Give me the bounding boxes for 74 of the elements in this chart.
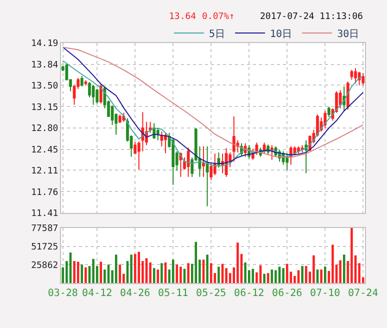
x-tick-label: 04-12 bbox=[82, 288, 112, 299]
legend-label: 10日 bbox=[270, 28, 292, 40]
x-tick-label: 06-26 bbox=[272, 288, 302, 299]
candlestick bbox=[206, 146, 209, 207]
candlestick bbox=[324, 110, 327, 128]
y-tick-label: 12.80 bbox=[31, 124, 58, 134]
candlestick bbox=[172, 137, 175, 186]
candlestick bbox=[148, 121, 152, 134]
candlestick bbox=[350, 69, 354, 80]
candlestick bbox=[118, 114, 122, 124]
candlestick bbox=[84, 80, 88, 86]
candlestick bbox=[286, 153, 289, 171]
bar bbox=[149, 262, 152, 283]
bar bbox=[244, 262, 246, 283]
y-tick-label: 13.50 bbox=[31, 81, 58, 92]
x-tick-label: 07-10 bbox=[310, 288, 340, 299]
bar bbox=[282, 268, 284, 283]
candlestick bbox=[300, 144, 304, 153]
bar bbox=[206, 254, 208, 283]
bar bbox=[301, 266, 304, 283]
candlestick bbox=[362, 72, 365, 86]
bar bbox=[236, 242, 239, 283]
y-tick-label: 11.76 bbox=[31, 188, 58, 198]
bar bbox=[225, 268, 228, 283]
legend-label: 30日 bbox=[337, 28, 360, 40]
bar bbox=[180, 266, 182, 283]
candlestick bbox=[327, 106, 330, 118]
y-tick-label: 12.11 bbox=[31, 166, 58, 176]
bar bbox=[218, 266, 220, 283]
text: 2017-07-24 11:13:06 bbox=[260, 12, 363, 22]
bar bbox=[130, 254, 132, 283]
text: 13.64 bbox=[169, 12, 196, 22]
candlestick bbox=[270, 144, 274, 160]
bar bbox=[187, 263, 190, 283]
bar bbox=[339, 260, 342, 283]
y-tick-label: 14.19 bbox=[31, 39, 58, 50]
x-tick-label: 07-24 bbox=[348, 288, 378, 299]
bar bbox=[84, 267, 87, 283]
bar bbox=[263, 274, 266, 283]
candlestick bbox=[304, 140, 308, 174]
candlestick bbox=[354, 68, 357, 84]
candlestick bbox=[186, 147, 190, 178]
y-tick-label: 11.41 bbox=[31, 209, 58, 220]
y-tick-label: 51725 bbox=[31, 242, 58, 252]
candlestick bbox=[232, 116, 236, 162]
legend-label: 5日 bbox=[209, 28, 226, 40]
y-tick-label: 12.45 bbox=[31, 146, 58, 156]
x-tick-label: 05-11 bbox=[158, 288, 188, 299]
x-tick-label: 04-26 bbox=[120, 288, 150, 299]
x-tick-label: 06-12 bbox=[234, 288, 264, 299]
y-tick-label: 13.15 bbox=[31, 102, 58, 113]
candlestick bbox=[164, 132, 167, 154]
text: 0.07%↑ bbox=[202, 12, 235, 22]
bar bbox=[332, 244, 334, 283]
x-tick-label: 03-28 bbox=[48, 288, 78, 299]
y-tick-label: 77587 bbox=[31, 224, 58, 234]
x-tick-label: 05-25 bbox=[196, 288, 226, 299]
candlestick bbox=[99, 83, 102, 104]
candlestick bbox=[202, 146, 205, 178]
candlestick bbox=[179, 152, 182, 178]
bar bbox=[320, 270, 322, 283]
bar bbox=[92, 258, 94, 283]
bar bbox=[73, 261, 76, 283]
bar bbox=[350, 228, 353, 283]
y-tick-label: 13.84 bbox=[31, 60, 58, 71]
candlestick bbox=[213, 153, 216, 176]
y-tick-label: 25862 bbox=[31, 260, 58, 271]
bar bbox=[160, 263, 163, 283]
candlestick bbox=[96, 88, 99, 104]
bar bbox=[312, 255, 315, 283]
bar bbox=[274, 270, 277, 283]
bar bbox=[297, 270, 300, 283]
candlestick bbox=[92, 84, 95, 106]
candlestick bbox=[80, 76, 84, 87]
